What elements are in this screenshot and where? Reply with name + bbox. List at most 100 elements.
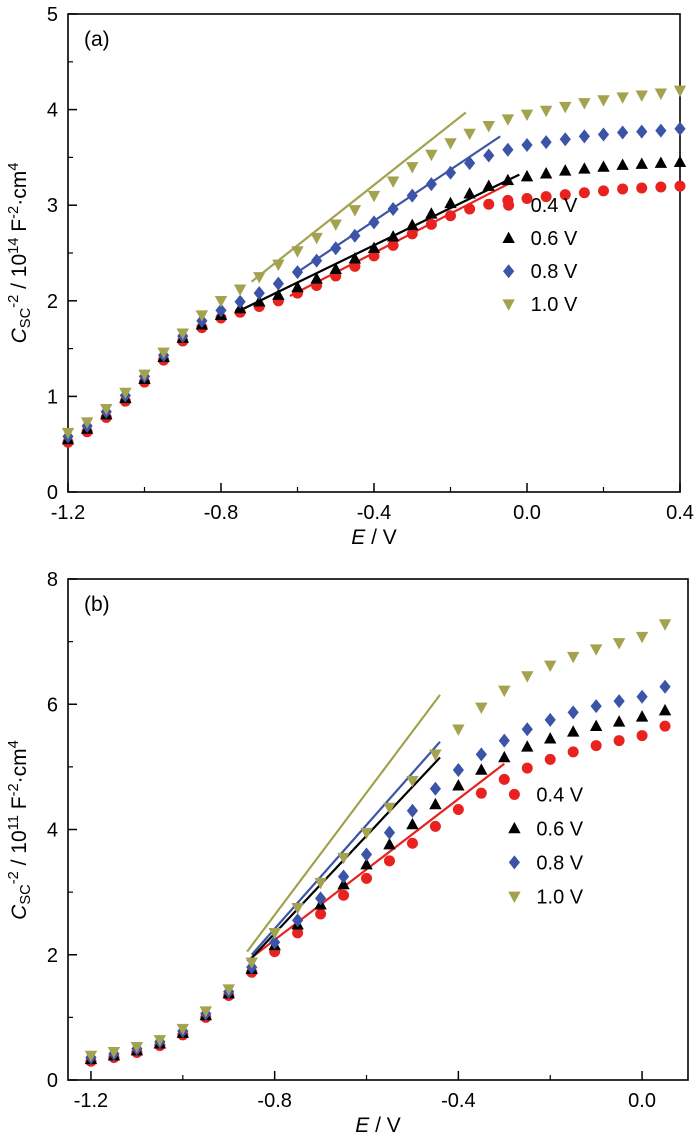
marker-diamond [292, 913, 304, 928]
marker-triangle-down [107, 1047, 121, 1059]
marker-triangle-up [452, 779, 465, 791]
marker-triangle-down [597, 95, 610, 107]
marker-triangle-down [544, 660, 557, 673]
marker-triangle-down [521, 671, 534, 683]
marker-triangle-down [119, 387, 132, 400]
marker-diamond [452, 763, 464, 778]
legend-label: 0.4 V [531, 195, 578, 217]
marker-triangle-down [425, 149, 438, 162]
legend-item-1.0V: 1.0 V [508, 886, 584, 908]
marker-diamond [567, 705, 579, 720]
marker-triangle-down [100, 404, 113, 416]
x-tick-label: 0.0 [628, 1090, 656, 1112]
legend-item-0.8V: 0.8 V [508, 852, 584, 874]
marker-diamond [674, 121, 686, 136]
marker-diamond [636, 689, 648, 704]
panel-b: -1.2 -0.8 -0.4 0.0 0 2 4 6 8 (b) 0.4 V 0.6 V 0.8 V 1.… [0, 565, 700, 1137]
marker-triangle-down [130, 1042, 144, 1054]
marker-triangle-down [673, 85, 687, 98]
x-tick-label: -1.2 [74, 1090, 108, 1112]
marker-triangle-down [337, 852, 350, 865]
marker-diamond [464, 156, 476, 171]
marker-circle [361, 872, 373, 884]
marker-triangle-up [329, 262, 342, 275]
marker-triangle-down [199, 1006, 212, 1018]
x-tick-label: -1.2 [51, 502, 85, 524]
x-tick-label: 0.0 [513, 502, 541, 524]
y-tick-label: 8 [47, 569, 58, 591]
marker-diamond [314, 891, 327, 906]
marker-triangle-up [406, 218, 419, 231]
marker-triangle-down [268, 928, 281, 940]
marker-diamond [578, 129, 590, 144]
marker-diamond [655, 123, 667, 138]
marker-triangle-down [138, 369, 151, 382]
marker-triangle-down [589, 644, 603, 656]
marker-circle [503, 199, 515, 211]
marker-triangle-up [386, 230, 400, 242]
marker-circle [475, 787, 487, 799]
marker-diamond [544, 712, 556, 727]
marker-circle [540, 191, 552, 203]
marker-triangle-down [508, 891, 521, 904]
marker-diamond [253, 286, 265, 301]
marker-diamond [659, 679, 671, 694]
marker-triangle-up [654, 156, 668, 168]
marker-triangle-down [253, 272, 266, 284]
marker-triangle-down [80, 417, 94, 429]
marker-triangle-up [348, 252, 362, 264]
marker-diamond [406, 803, 419, 818]
marker-triangle-down [329, 219, 342, 231]
marker-triangle-down [386, 176, 400, 188]
marker-circle [387, 239, 399, 251]
marker-circle [655, 181, 667, 193]
marker-circle [368, 250, 380, 262]
marker-diamond [483, 148, 495, 163]
marker-diamond [349, 228, 361, 243]
marker-diamond [503, 264, 515, 279]
legend-item-0.4V: 0.4 V [508, 784, 584, 806]
marker-circle [598, 185, 609, 197]
marker-triangle-up [521, 740, 534, 752]
series-1.0V [61, 85, 687, 440]
x-tick-label: -0.8 [257, 1090, 291, 1112]
y-tick-label: 2 [47, 291, 58, 313]
marker-triangle-up [566, 725, 580, 737]
fit-line [246, 762, 505, 962]
marker-circle [559, 189, 571, 201]
marker-triangle-up [635, 157, 648, 169]
series-1.0V [84, 619, 672, 1063]
fit-line [250, 111, 467, 283]
marker-triangle-down [612, 638, 626, 650]
marker-diamond [337, 869, 350, 884]
marker-triangle-up [310, 272, 323, 284]
marker-triangle-down [406, 775, 419, 788]
marker-circle [292, 927, 304, 939]
marker-triangle-up [444, 196, 457, 209]
marker-circle [383, 855, 395, 867]
marker-circle [674, 180, 686, 192]
marker-diamond [590, 699, 602, 714]
marker-diamond [425, 177, 437, 192]
marker-circle [613, 735, 625, 747]
legend-label: 0.6 V [531, 228, 578, 250]
marker-diamond [429, 781, 442, 796]
marker-triangle-up [463, 187, 476, 199]
y-tick-label: 1 [47, 386, 58, 408]
series-0.8V [62, 121, 686, 444]
marker-diamond [613, 694, 625, 709]
marker-circle [578, 187, 590, 199]
legend: 0.4 V 0.6 V 0.8 V 1.0 V [502, 195, 578, 316]
x-tick-label: -0.4 [441, 1090, 475, 1112]
marker-triangle-up [367, 241, 381, 254]
y-tick-label: 2 [47, 945, 58, 967]
marker-circle [521, 193, 533, 205]
marker-diamond [406, 188, 418, 203]
marker-triangle-up [508, 821, 521, 834]
marker-triangle-up [425, 207, 438, 219]
marker-triangle-down [214, 296, 228, 308]
marker-triangle-down [233, 284, 247, 296]
marker-diamond [617, 125, 629, 140]
marker-triangle-down [429, 749, 442, 761]
